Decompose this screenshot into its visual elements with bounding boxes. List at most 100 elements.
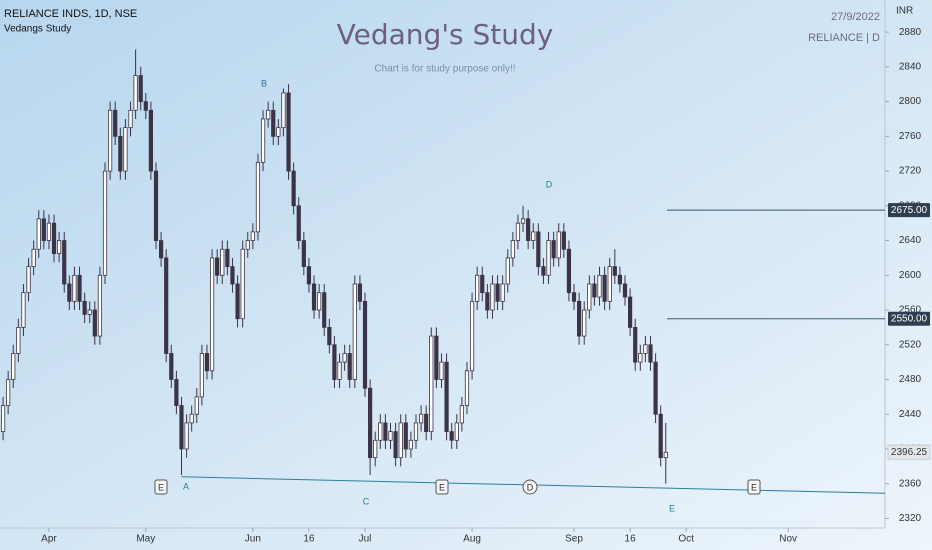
candle-body <box>541 266 546 276</box>
candle-body <box>41 218 46 241</box>
x-tick-label: Jun <box>245 534 261 545</box>
candle-body <box>87 309 92 315</box>
candle-body <box>408 439 413 450</box>
y-tick-label: 2320 <box>899 513 922 524</box>
annotation: D <box>546 179 553 189</box>
candle-body <box>362 300 368 389</box>
candle-body <box>587 283 592 311</box>
candle-body <box>16 326 21 354</box>
candle-body <box>561 231 566 250</box>
candle-body <box>342 353 347 363</box>
candle-body <box>347 353 352 380</box>
y-tick-label: 2600 <box>899 270 922 281</box>
annotation: B <box>261 78 267 88</box>
candle-body <box>327 326 332 346</box>
candle-body <box>235 283 240 320</box>
level-label: 2675.00 <box>891 205 928 216</box>
candle-body <box>638 353 643 363</box>
event-icon <box>747 479 761 495</box>
candle-body <box>255 161 261 233</box>
candle-body <box>383 422 388 441</box>
candle-body <box>225 248 230 268</box>
candle-body <box>26 266 31 294</box>
candle-body <box>515 222 521 241</box>
candle-body <box>123 127 128 172</box>
candle-body <box>388 431 393 441</box>
candle-body <box>648 344 653 363</box>
candle-body <box>138 75 143 103</box>
last-price-box <box>887 444 931 460</box>
candle-body <box>164 257 169 354</box>
candle-body <box>378 422 383 441</box>
candle-body <box>220 248 225 276</box>
candle-body <box>36 218 41 250</box>
candle-body <box>311 283 317 311</box>
candle-body <box>51 222 57 254</box>
candle-body <box>11 353 16 380</box>
candle-body <box>337 361 342 380</box>
candle-body <box>398 422 403 459</box>
x-tick-label: 16 <box>625 534 637 545</box>
candle-body <box>633 326 638 363</box>
candle-body <box>291 170 296 207</box>
chart-title: Vedang's Study <box>337 18 554 51</box>
candle-body <box>480 274 485 294</box>
candle-body <box>92 309 97 337</box>
candle-body <box>133 75 138 111</box>
candle-body <box>67 283 72 302</box>
candle-body <box>628 296 633 328</box>
candle-body <box>276 127 281 137</box>
x-tick-label: 16 <box>303 534 315 545</box>
candle-body <box>444 361 449 433</box>
candle-body <box>174 379 179 406</box>
candle-body <box>424 413 429 433</box>
candle-body <box>602 274 607 302</box>
candle-body <box>373 439 378 459</box>
candle-body <box>617 274 623 285</box>
candle-body <box>403 422 408 450</box>
candle-body <box>301 240 306 268</box>
y-tick-label: 2360 <box>899 478 922 489</box>
candle-body <box>357 283 363 302</box>
candle-body <box>485 292 490 311</box>
candle-body <box>306 266 312 285</box>
candle-body <box>413 422 419 441</box>
level-label-box <box>888 311 930 326</box>
candle-body <box>317 292 322 311</box>
candle-body <box>454 422 459 441</box>
candle-body <box>566 248 572 294</box>
x-tick-label: Sep <box>565 534 583 545</box>
x-tick-label: Jul <box>359 534 372 545</box>
candle-body <box>240 248 245 320</box>
candle-body <box>102 170 108 276</box>
candle-body <box>571 292 577 302</box>
candle-body <box>526 218 531 241</box>
level-label: 2550.00 <box>891 313 928 324</box>
candle-body <box>72 274 77 302</box>
candle-body <box>434 335 439 380</box>
y-tick-label: 2520 <box>899 339 922 350</box>
y-tick-label: 2720 <box>899 166 922 177</box>
candle-body <box>169 353 174 380</box>
x-tick-label: Nov <box>779 534 797 545</box>
candle-body <box>266 109 271 120</box>
candle-body <box>271 109 276 137</box>
candle-body <box>62 240 67 285</box>
annotation: E <box>669 503 675 513</box>
candle-body <box>6 379 11 406</box>
candle-body <box>194 396 199 415</box>
candle-body <box>21 292 26 328</box>
candle-body <box>46 222 52 241</box>
candle-body <box>536 231 541 268</box>
candle-body <box>245 240 250 250</box>
event-label: E <box>439 482 445 492</box>
candle-body <box>393 431 398 459</box>
y-tick-label: 2840 <box>899 62 922 73</box>
candle-body <box>215 257 220 276</box>
candle-body <box>281 92 286 129</box>
candle-body <box>546 240 551 276</box>
candle-body <box>118 135 123 172</box>
candle-body <box>97 274 103 337</box>
candle-body <box>209 257 215 372</box>
candle-body <box>260 118 266 163</box>
